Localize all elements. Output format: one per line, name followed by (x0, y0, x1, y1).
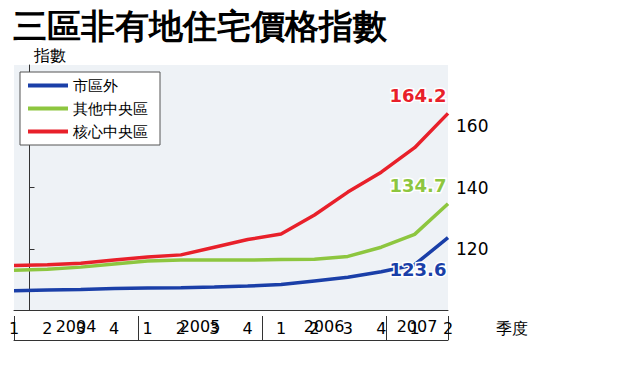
svg-text:核心中央區: 核心中央區 (72, 123, 148, 141)
svg-text:市區外: 市區外 (73, 77, 118, 95)
svg-text:140: 140 (456, 178, 488, 198)
svg-text:123.6: 123.6 (390, 259, 447, 280)
svg-text:4: 4 (376, 319, 386, 338)
svg-text:2005: 2005 (180, 317, 221, 336)
svg-text:1: 1 (142, 319, 152, 338)
svg-text:2006: 2006 (304, 317, 345, 336)
svg-text:120: 120 (456, 239, 488, 259)
svg-text:1: 1 (9, 319, 19, 338)
svg-text:1: 1 (276, 319, 286, 338)
svg-text:2004: 2004 (56, 317, 97, 336)
svg-text:其他中央區: 其他中央區 (73, 100, 148, 118)
svg-text:134.7: 134.7 (390, 175, 447, 196)
svg-text:2: 2 (42, 319, 52, 338)
svg-text:4: 4 (109, 319, 119, 338)
svg-text:三區非有地住宅價格指數: 三區非有地住宅價格指數 (13, 6, 388, 46)
svg-text:160: 160 (456, 116, 488, 136)
svg-text:3: 3 (342, 318, 353, 338)
svg-text:2007: 2007 (397, 317, 438, 336)
svg-text:季度: 季度 (496, 319, 528, 338)
svg-text:指數: 指數 (33, 46, 66, 65)
svg-text:4: 4 (243, 319, 253, 338)
svg-text:164.2: 164.2 (390, 85, 447, 106)
svg-text:2: 2 (443, 319, 453, 338)
